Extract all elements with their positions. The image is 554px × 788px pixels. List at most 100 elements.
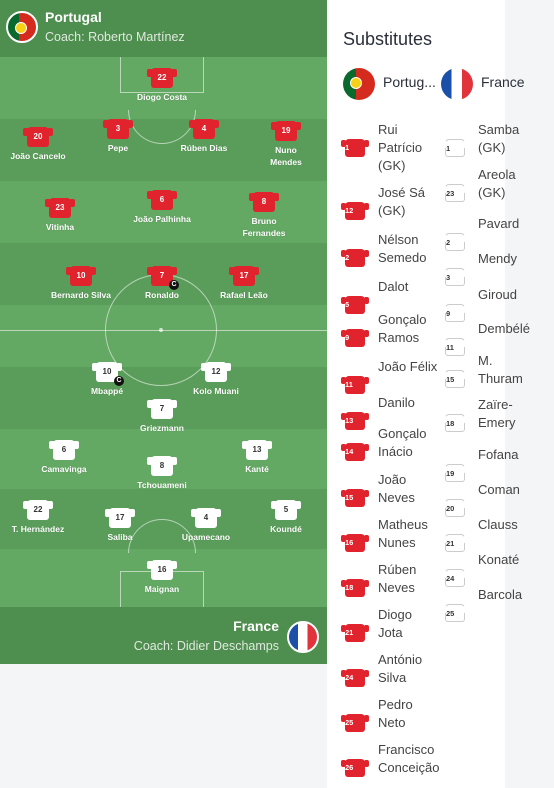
substitute-name: Dembélé xyxy=(478,321,531,336)
substitute-name: Francisco Conceição xyxy=(378,742,440,775)
shirt-icon: 22 xyxy=(23,500,53,520)
shirt-icon: 5 xyxy=(341,296,369,314)
portugal-flag-icon xyxy=(343,68,375,100)
player-nuno-mendes[interactable]: 19 Nuno Mendes xyxy=(256,121,316,168)
substitute-name: Pedro Neto xyxy=(378,697,413,730)
substitute-name: Fofana xyxy=(478,447,519,462)
shirt-icon: 12 xyxy=(341,202,369,220)
shirt-icon: 25 xyxy=(341,714,369,732)
portugal-header: Portugal Coach: Roberto Martínez xyxy=(0,0,327,57)
player-rafael-leao[interactable]: 17 Rafael Leão xyxy=(214,266,274,301)
player-vitinha[interactable]: 23 Vitinha xyxy=(30,198,90,233)
shirt-icon: 22 xyxy=(147,68,177,88)
substitute-name: M. Thuram xyxy=(478,353,523,386)
shirt-icon: 16 xyxy=(341,534,369,552)
shirt-icon: 21 xyxy=(341,624,369,642)
player-t-hernandez[interactable]: 22 T. Hernández xyxy=(8,500,68,535)
shirt-icon: 23 xyxy=(442,184,468,202)
player-camavinga[interactable]: 6 Camavinga xyxy=(34,440,94,475)
substitute-name: Gonçalo Ramos xyxy=(378,312,427,345)
shirt-icon: 20 xyxy=(23,127,53,147)
player-kante[interactable]: 13 Kanté xyxy=(227,440,287,475)
substitute-name: João Neves xyxy=(378,472,415,505)
france-coach: Coach: Didier Deschamps xyxy=(133,639,279,653)
center-spot xyxy=(159,328,163,332)
shirt-icon: 20 xyxy=(442,499,468,517)
shirt-icon: 18 xyxy=(341,579,369,597)
player-diogo-costa[interactable]: 22 Diogo Costa xyxy=(132,68,192,103)
substitute-name: Barcola xyxy=(478,587,523,602)
captain-badge: C xyxy=(114,376,124,386)
player-mbappe[interactable]: 10 C Mbappé xyxy=(77,362,137,397)
shirt-icon: 11 xyxy=(341,376,369,394)
player-joao-cancelo[interactable]: 20 João Cancelo xyxy=(8,127,68,162)
player-griezmann[interactable]: 7 Griezmann xyxy=(132,399,192,434)
substitutes-panel: Substitutes Portug... France 1 Rui Patríc… xyxy=(327,0,530,788)
substitute-name: Dalot xyxy=(378,279,409,294)
substitute-name: Mendy xyxy=(478,251,518,266)
france-team-name: France xyxy=(233,618,279,634)
substitute-name: Coman xyxy=(478,482,520,497)
player-bernardo-silva[interactable]: 10 Bernardo Silva xyxy=(51,266,111,301)
france-flag-icon xyxy=(287,621,319,653)
shirt-icon: 12 xyxy=(201,362,231,382)
substitute-name: Matheus Nunes xyxy=(378,517,428,550)
shirt-icon: 10 xyxy=(66,266,96,286)
player-ruben-dias[interactable]: 4 Rúben Dias xyxy=(174,119,234,154)
lineup-pitch: Portugal Coach: Roberto Martínez France … xyxy=(0,0,327,664)
shirt-icon: 14 xyxy=(341,443,369,461)
shirt-icon: 24 xyxy=(341,669,369,687)
substitute-name: António Silva xyxy=(378,652,423,685)
substitute-name: Rúben Neves xyxy=(378,562,417,595)
shirt-icon: 23 xyxy=(45,198,75,218)
player-ronaldo[interactable]: 7 C Ronaldo xyxy=(132,266,192,301)
player-maignan[interactable]: 16 Maignan xyxy=(132,560,192,595)
shirt-icon: 10 C xyxy=(92,362,124,386)
shirt-icon: 1 xyxy=(341,139,369,157)
shirt-icon: 5 xyxy=(271,500,301,520)
shirt-icon: 8 xyxy=(147,456,177,476)
shirt-icon: 6 xyxy=(49,440,79,460)
player-kounde[interactable]: 5 Koundé xyxy=(256,500,316,535)
shirt-icon: 2 xyxy=(442,233,468,251)
shirt-icon: 19 xyxy=(271,121,301,141)
substitutes-title: Substitutes xyxy=(343,29,433,49)
substitute-name: Rui Patrício (GK) xyxy=(378,122,423,173)
substitute-name: Nélson Semedo xyxy=(378,232,427,265)
substitute-name: José Sá (GK) xyxy=(378,185,425,218)
substitute-name: Samba (GK) xyxy=(478,122,520,155)
shirt-icon: 13 xyxy=(242,440,272,460)
shirt-icon: 11 xyxy=(442,338,468,356)
substitute-name: Clauss xyxy=(478,517,518,532)
shirt-icon: 8 xyxy=(249,192,279,212)
player-pepe[interactable]: 3 Pepe xyxy=(88,119,148,154)
player-tchouameni[interactable]: 8 Tchouameni xyxy=(132,456,192,491)
shirt-icon: 3 xyxy=(442,268,468,286)
subs-portugal-label: Portug... xyxy=(383,74,436,90)
player-joao-palhinha[interactable]: 6 João Palhinha xyxy=(132,190,192,225)
portugal-coach: Coach: Roberto Martínez xyxy=(45,30,185,44)
substitute-name: João Félix xyxy=(378,359,438,374)
substitute-name: Giroud xyxy=(478,287,518,302)
player-bruno-fernandes[interactable]: 8 Bruno Fernandes xyxy=(234,192,294,239)
substitute-name: Danilo xyxy=(378,395,415,410)
shirt-icon: 4 xyxy=(189,119,219,139)
player-upamecano[interactable]: 4 Upamecano xyxy=(176,508,236,543)
shirt-icon: 19 xyxy=(442,464,468,482)
pitch-stripe xyxy=(0,57,327,119)
substitute-name: Areola (GK) xyxy=(478,167,516,200)
substitute-name: Gonçalo Inácio xyxy=(378,426,427,459)
shirt-icon: 17 xyxy=(229,266,259,286)
shirt-icon: 13 xyxy=(341,412,369,430)
shirt-icon: 9 xyxy=(341,329,369,347)
captain-badge: C xyxy=(169,280,179,290)
shirt-icon: 15 xyxy=(341,489,369,507)
substitute-name: Diogo Jota xyxy=(378,607,412,640)
shirt-icon: 4 xyxy=(191,508,221,528)
top-goal-area xyxy=(120,57,204,93)
player-saliba[interactable]: 17 Saliba xyxy=(90,508,150,543)
player-kolo-muani[interactable]: 12 Kolo Muani xyxy=(186,362,246,397)
shirt-icon: 9 xyxy=(442,304,468,322)
shirt-icon: 1 xyxy=(442,139,468,157)
shirt-icon: 18 xyxy=(442,414,468,432)
